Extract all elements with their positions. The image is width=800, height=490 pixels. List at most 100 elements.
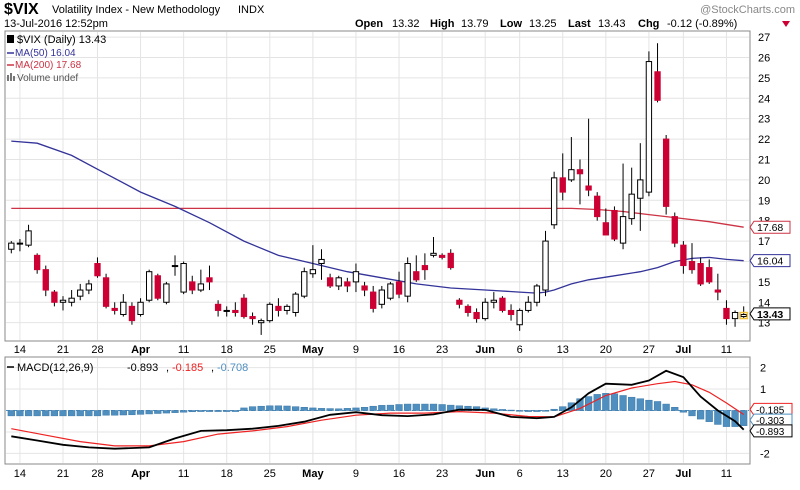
macd-histogram-bar <box>369 405 377 411</box>
candle-up <box>301 271 308 297</box>
macd-histogram-bar <box>550 408 558 411</box>
candle-up <box>550 177 558 226</box>
x-axis-label: Apr <box>131 344 151 356</box>
candle-down <box>680 244 687 267</box>
x-axis-label: Jun <box>475 344 495 356</box>
candle-up <box>25 230 32 246</box>
x-axis-label: 13 <box>557 468 569 480</box>
macd-histogram-bar <box>257 405 265 411</box>
x-axis-label: May <box>302 468 324 480</box>
macd-histogram-bar <box>76 410 84 417</box>
price-last-labels: 17.68 16.04 13.43 <box>749 220 791 321</box>
macd-histogram-bar <box>378 405 386 411</box>
candle-down <box>128 305 136 322</box>
price-y-ticks: 131415161718192021222324252627 <box>758 32 770 330</box>
macd-histogram-bar <box>524 410 532 412</box>
candle-up <box>258 320 265 324</box>
macd-histogram-bar <box>438 404 446 411</box>
last-value-box <box>749 307 791 321</box>
macd-histogram-bar <box>162 410 171 414</box>
x-axis-label: 27 <box>643 468 655 480</box>
candle-down <box>447 252 454 269</box>
candle-down <box>395 281 403 295</box>
candle-down <box>723 307 730 320</box>
macd-histogram-bar <box>421 403 429 411</box>
macd-histogram-bar <box>154 410 162 414</box>
macd-legend-signal: -0.185 <box>172 362 203 374</box>
macd-histogram-bar <box>662 403 670 411</box>
price-y-tick-label: 17 <box>758 236 770 248</box>
chg-label: Chg <box>638 18 659 30</box>
x-axis-label: May <box>302 344 324 356</box>
x-axis-label: 9 <box>353 344 359 356</box>
candle-down <box>421 265 429 271</box>
macd-histogram-bar <box>360 407 369 411</box>
macd-histogram-bar <box>653 401 662 411</box>
candle-up <box>731 311 739 320</box>
open-value: 13.32 <box>392 18 420 30</box>
x-axis-label: 11 <box>721 344 732 356</box>
price-y-tick-label: 13 <box>758 318 770 330</box>
x-axis-label: 11 <box>178 344 189 356</box>
macd-histogram-bar <box>59 410 67 417</box>
macd-histogram-bar <box>352 407 360 411</box>
macd-histogram-bar <box>214 410 222 412</box>
x-axis-label: 28 <box>91 344 103 356</box>
candle-down <box>456 299 463 305</box>
candle-down <box>94 263 101 277</box>
candle-down <box>688 260 696 271</box>
low-value: 13.25 <box>529 18 557 30</box>
macd-legend: MACD(12,26,9) -0.893 , -0.185 , -0.708 <box>7 362 248 374</box>
x-axis-label: 20 <box>600 468 612 480</box>
x-axis-label: 28 <box>91 468 103 480</box>
macd-last-value-label: -0.185 <box>756 405 785 416</box>
macd-y-tick-label: -2 <box>760 448 770 460</box>
macd-histogram-bar <box>197 410 205 412</box>
ma50-layer <box>11 140 744 294</box>
price-y-tick-label: 25 <box>758 73 770 85</box>
macd-histogram-bar <box>136 410 145 415</box>
candle-down <box>344 281 351 287</box>
macd-histogram-bar <box>705 410 713 422</box>
watermark: @StockCharts.com <box>700 4 795 16</box>
macd-last-value-label: -0.893 <box>756 427 785 438</box>
macd-histogram-bar <box>283 405 291 411</box>
macd-legend-hist: -0.708 <box>217 362 248 374</box>
candle-up <box>516 309 523 326</box>
x-axis-label: 11 <box>721 468 732 480</box>
candle-up <box>8 242 15 250</box>
price-y-tick-label: 15 <box>758 277 770 289</box>
macd-histogram-bar <box>231 410 239 412</box>
x-axis-labels-bottom: 14 21 28 Apr 11 18 25 May 9 16 23 Jun 6 13 20 27 Jul 11 <box>14 468 732 480</box>
macd-histogram-bar <box>180 410 188 413</box>
macd-histogram-bar <box>404 403 412 411</box>
candle-down <box>42 269 49 291</box>
open-label: Open <box>355 18 383 30</box>
x-axis-label: 6 <box>517 344 523 356</box>
candle-down <box>464 305 472 313</box>
x-axis-label: 11 <box>178 468 189 480</box>
index-name: Volatility Index - New Methodology <box>52 4 221 16</box>
candle-down <box>111 307 118 311</box>
symbol-title: $VIX <box>4 1 39 18</box>
macd-last-value-box <box>749 424 793 438</box>
macd-histogram-bar <box>248 406 257 411</box>
price-y-tick-label: 22 <box>758 134 770 146</box>
candle-up <box>628 193 635 220</box>
candle-up <box>223 309 230 312</box>
macd-histogram-bar <box>24 410 33 417</box>
quote-bar: Open 13.32 High 13.79 Low 13.25 Last 13.… <box>355 18 790 30</box>
candle-down <box>438 254 446 258</box>
macd-histogram-bar <box>292 406 300 411</box>
candle-down <box>611 209 618 240</box>
macd-histogram-bar <box>645 399 653 411</box>
x-axis-label: 16 <box>393 468 405 480</box>
macd-histogram-bar <box>636 398 644 411</box>
macd-histogram-bar <box>740 410 748 426</box>
macd-legend-label: MACD(12,26,9) <box>17 362 93 374</box>
macd-histogram-bar <box>559 406 567 411</box>
x-axis-label: 6 <box>517 468 523 480</box>
candle-up <box>387 283 394 299</box>
x-axis-label: 14 <box>14 344 26 356</box>
candle-up <box>525 301 532 311</box>
